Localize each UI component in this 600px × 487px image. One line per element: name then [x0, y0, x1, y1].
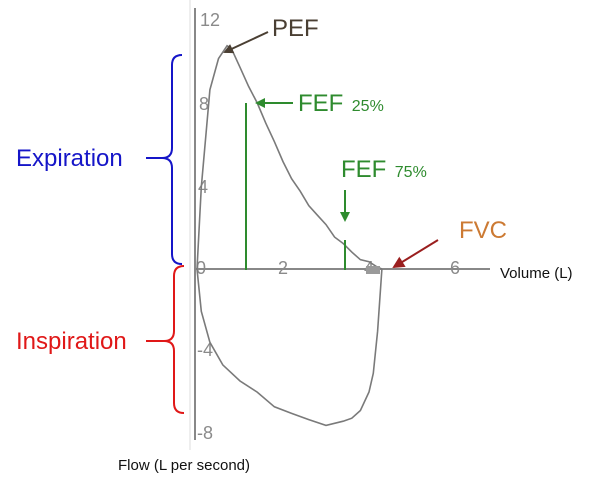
fvc-end-blob — [366, 266, 380, 274]
inspiration-bracket — [163, 265, 185, 414]
x-tick-label: 0 — [196, 258, 206, 278]
expiration-bracket — [161, 54, 183, 265]
inspiration-curve — [196, 268, 383, 427]
pef-arrow — [223, 31, 269, 54]
fvc-label: FVC — [459, 217, 507, 244]
y-tick-label: 12 — [200, 10, 220, 30]
pef-label: PEF — [272, 15, 319, 42]
y-tick-label: 8 — [199, 94, 209, 114]
x-tick-label: 2 — [278, 258, 288, 278]
x-tick-label: 6 — [450, 258, 460, 278]
fvc-arrow — [392, 239, 439, 269]
expiration-label: Expiration — [16, 145, 123, 172]
y-tick-label: -8 — [197, 423, 213, 443]
fef25-label: FEF 25% — [298, 90, 384, 117]
x-axis-title: Volume (L) — [500, 265, 573, 282]
y-tick-label: -4 — [197, 340, 213, 360]
inspiration-label: Inspiration — [16, 328, 127, 355]
y-tick-labels: 12 8 4 -4 -8 — [197, 10, 220, 443]
fef75-label: FEF 75% — [341, 156, 427, 183]
y-axis-title: Flow (L per second) — [118, 457, 250, 474]
y-tick-label: 4 — [198, 177, 208, 197]
